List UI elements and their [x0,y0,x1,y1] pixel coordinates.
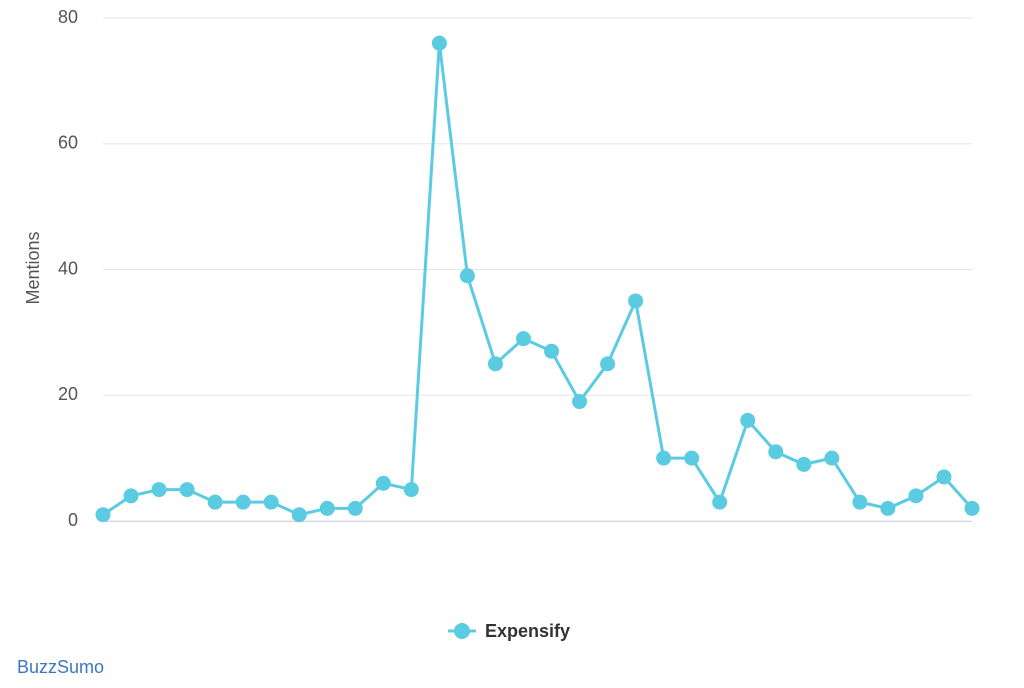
y-tick-label: 60 [58,133,78,153]
data-point [908,488,924,504]
data-point [712,494,728,510]
data-line [102,42,974,517]
data-point [123,488,139,504]
data-point [151,482,167,498]
data-point [515,331,531,347]
data-point [600,356,616,372]
y-tick-label: 0 [68,510,78,530]
data-point [179,482,195,498]
data-point [95,507,111,523]
data-point [740,412,756,428]
data-point [824,450,840,466]
data-point [291,507,307,523]
data-point [684,450,700,466]
legend-label: Expensify [485,621,570,641]
y-tick-label: 40 [58,258,78,278]
data-point [459,268,475,284]
data-point [207,494,223,510]
footer-link[interactable]: BuzzSumo [17,657,104,677]
data-point [796,456,812,472]
data-point [487,356,503,372]
data-point [852,494,868,510]
data-point [628,293,644,309]
y-tick-label: 20 [58,384,78,404]
data-point [403,482,419,498]
data-point [375,475,391,491]
data-point [319,500,335,516]
data-point [936,469,952,485]
data-point [880,500,896,516]
data-point [964,500,980,516]
data-point [235,494,251,510]
y-axis-label: Mentions [23,231,43,304]
legend-marker [454,623,470,639]
data-point [544,343,560,359]
data-point [431,35,447,51]
data-point [768,444,784,460]
data-point [347,500,363,516]
data-point [656,450,672,466]
data-point [263,494,279,510]
y-tick-label: 80 [58,7,78,27]
data-point [572,394,588,410]
